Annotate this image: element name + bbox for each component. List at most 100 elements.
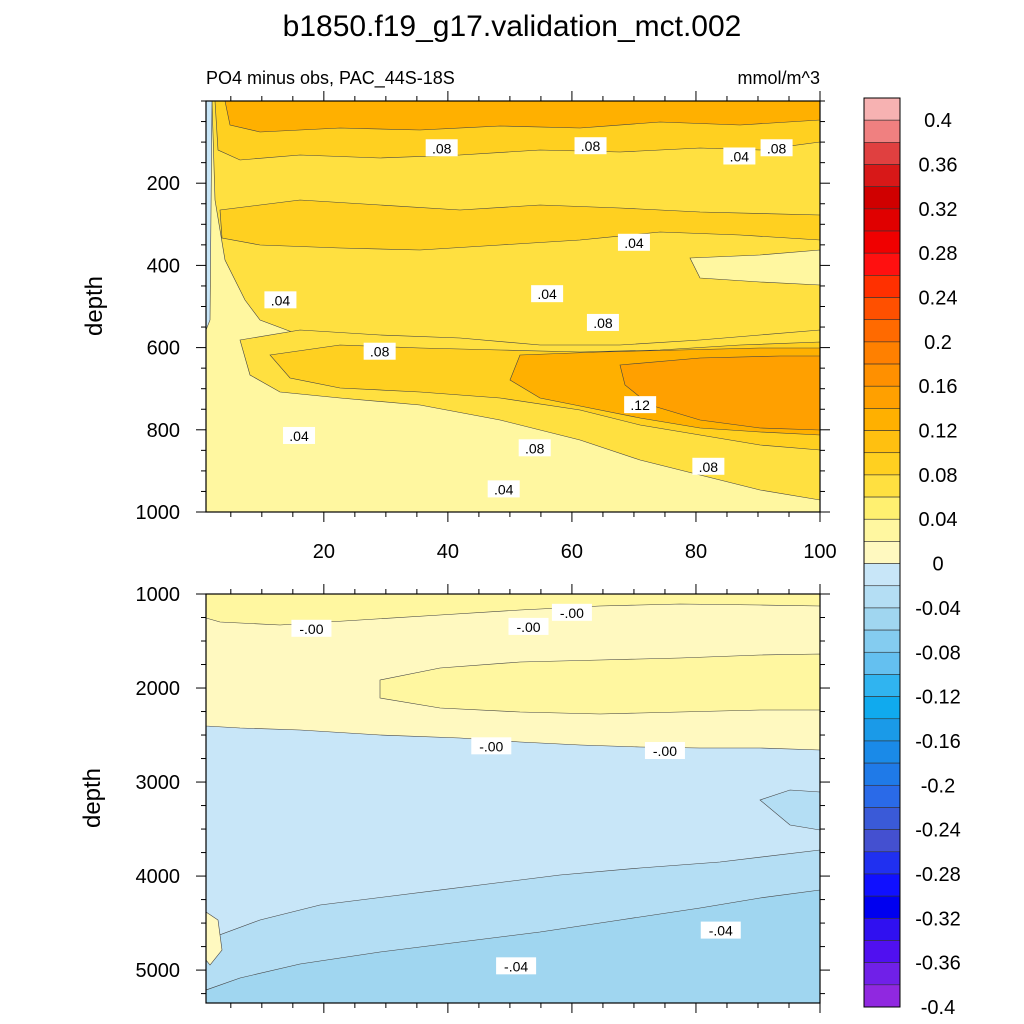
- colorbar-swatch: [863, 962, 901, 986]
- contour-label-box: [574, 137, 607, 155]
- top-band-deep-max: [619, 355, 820, 431]
- bottom-contour-fill: [206, 594, 820, 1003]
- colorbar-swatch: [863, 252, 901, 276]
- contour-label: .04: [264, 291, 297, 309]
- colorbar-swatch: [863, 718, 901, 742]
- top-band-thermocline: [219, 199, 820, 251]
- colorbar-swatch: [863, 363, 901, 387]
- colorbar-label: -0.24: [915, 820, 961, 842]
- top-units: mmol/m^3: [738, 68, 820, 88]
- contour-label-text: .04: [494, 481, 514, 497]
- top-xtick-label: 20: [313, 541, 335, 563]
- colorbar-label: 0.12: [919, 421, 958, 443]
- contour-label: .04: [283, 426, 316, 444]
- colorbar-swatch: [863, 585, 901, 609]
- top-ytick-label: 1000: [136, 502, 181, 524]
- colorbar-swatch: [863, 873, 901, 897]
- contour-label-box: [471, 737, 512, 755]
- contour-label: .04: [531, 285, 564, 303]
- contour-label: .08: [692, 457, 725, 475]
- colorbar-label: -0.2: [921, 775, 955, 797]
- colorbar-frame: [863, 97, 901, 1008]
- contour-label-box: [363, 342, 396, 360]
- contour-label-box: [487, 480, 520, 498]
- bottom-ytick-label: 1000: [136, 584, 181, 606]
- contour-label: .08: [425, 139, 458, 157]
- colorbar-swatch: [863, 164, 901, 187]
- colorbar-label: 0: [932, 554, 943, 576]
- colorbar-label: 0.04: [919, 509, 958, 531]
- contour-label: .08: [363, 342, 396, 360]
- contour-label-text: .08: [581, 138, 601, 154]
- colorbar-swatch: [863, 341, 901, 365]
- contour-label-text: -.00: [479, 738, 503, 754]
- contour-label-text: .04: [271, 292, 291, 308]
- contour-label-text: -.04: [504, 958, 528, 974]
- colorbar-swatch: [863, 319, 901, 343]
- top-contour-fill: [206, 101, 820, 512]
- contour-label: -.00: [551, 603, 592, 621]
- contour-label-box: [760, 139, 793, 157]
- contour-label-box: [291, 619, 332, 637]
- colorbar-swatch: [863, 940, 901, 963]
- colorbar-swatch: [863, 784, 901, 808]
- colorbar-label: 0.16: [919, 376, 958, 398]
- colorbar-label: 0.28: [919, 243, 958, 265]
- contour-label-text: .08: [699, 459, 719, 475]
- bottom-band-top-edge: [206, 594, 820, 626]
- bottom-edge-positive: [206, 911, 223, 966]
- colorbar-swatch: [863, 142, 901, 165]
- contour-label-box: [496, 957, 537, 975]
- top-xtick-label: 60: [561, 541, 583, 563]
- colorbar-swatch: [863, 452, 901, 476]
- top-xtick-label: 100: [803, 541, 836, 563]
- bottom-plot-frame: [205, 593, 821, 1004]
- top-edge-negative: [206, 101, 213, 331]
- contour-label: -.04: [700, 921, 741, 939]
- bottom-patch-right: [759, 789, 820, 831]
- contour-label-text: .08: [370, 344, 390, 360]
- top-axis-ticks: 20 40 60 80 100 200 400 600 800 1000: [136, 91, 837, 563]
- top-ytick-label: 800: [147, 420, 180, 442]
- colorbar-label: 0.32: [919, 199, 958, 221]
- colorbar-label: 0.08: [919, 465, 958, 487]
- contour-label-text: .04: [289, 428, 309, 444]
- contour-label-text: .08: [432, 140, 452, 156]
- colorbar-label: 0.2: [924, 332, 952, 354]
- contour-label-text: .04: [537, 286, 557, 302]
- contour-label: .04: [487, 480, 520, 498]
- colorbar-swatch: [863, 430, 901, 454]
- colorbar-swatch: [863, 918, 901, 941]
- bottom-contour-labels: -.00 -.00 -.00 -.00 -.00 -.04 -.04: [291, 603, 741, 975]
- contour-label: -.00: [644, 742, 685, 760]
- contour-label-text: .08: [593, 315, 613, 331]
- contour-label-text: -.00: [516, 619, 540, 635]
- colorbar-swatch: [863, 563, 901, 587]
- colorbar-swatch: [863, 674, 901, 697]
- contour-label: .04: [617, 233, 650, 251]
- colorbar-swatch: [863, 696, 901, 720]
- colorbar-label: 0.24: [919, 288, 958, 310]
- figure-title: b1850.f19_g17.validation_mct.002: [283, 10, 742, 43]
- top-panel: PO4 minus obs, PAC_44S-18S mmol/m^3 20 40…: [81, 68, 837, 563]
- colorbar-label: -0.08: [915, 642, 961, 664]
- contour-label-box: [531, 285, 564, 303]
- colorbar: 0.4 0.36 0.32 0.28 0.24 0.2 0.16 0.12 0.08 0.04 0 -…: [863, 97, 961, 1019]
- top-ytick-label: 200: [147, 173, 180, 195]
- colorbar-swatch: [863, 275, 901, 298]
- contour-label: .08: [586, 313, 619, 331]
- bottom-ytick-label: 3000: [136, 772, 181, 794]
- colorbar-swatch: [863, 651, 901, 675]
- top-xtick-label: 40: [437, 541, 459, 563]
- top-low-patch: [689, 249, 820, 286]
- contour-label-box: [692, 457, 725, 475]
- bottom-axis-ticks: 1000 2000 3000 4000 5000: [136, 584, 830, 1013]
- contour-label-box: [617, 233, 650, 251]
- colorbar-swatch: [863, 629, 901, 653]
- contour-label-box: [283, 426, 316, 444]
- colorbar-swatch: [863, 984, 901, 1008]
- contour-label-text: .12: [630, 397, 650, 413]
- top-ylabel: depth: [81, 276, 108, 336]
- top-ytick-label: 400: [147, 255, 180, 277]
